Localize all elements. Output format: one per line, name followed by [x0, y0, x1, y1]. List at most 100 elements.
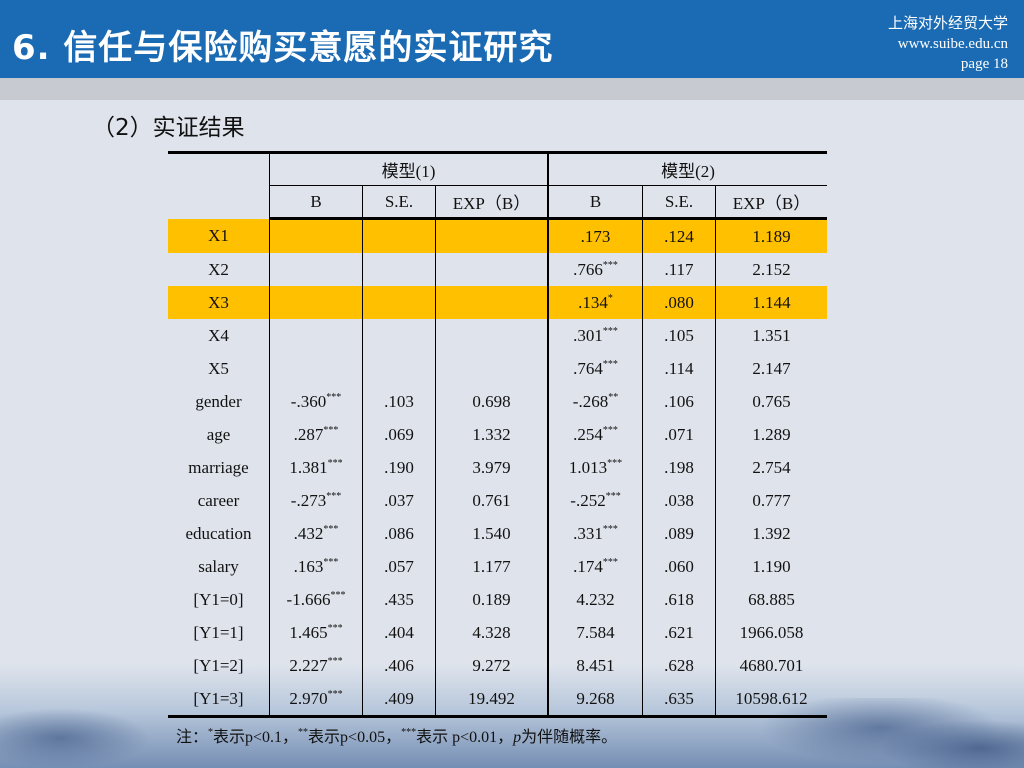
table-cell: .432*** [269, 517, 363, 550]
row-label: [Y1=0] [193, 589, 244, 609]
table-footnote: 注：*表示p<0.1，**表示p<0.05，***表示 p<0.01，p为伴随概… [176, 723, 617, 747]
significance-marker: *** [602, 424, 618, 436]
cell-value: 0.765 [752, 391, 791, 411]
table-cell: 1.013*** [547, 451, 643, 484]
table-cell: 1.144 [715, 286, 827, 319]
row-label: X3 [168, 286, 270, 319]
table-cell: .124 [642, 218, 716, 253]
cell-value: 9.272 [472, 655, 511, 675]
table-cell: .435 [362, 583, 436, 616]
table-cell: 1.392 [715, 517, 827, 550]
table-cell: .174*** [547, 550, 643, 583]
cell-value: .404 [384, 622, 414, 642]
cell-value: 2.152 [752, 259, 791, 279]
table-row: [Y1=2] 2.227*** .406 9.272 8.451 .628 4680.701 [168, 649, 827, 682]
table-cell: .254*** [547, 418, 643, 451]
cell-value: .254 [573, 424, 603, 444]
table-cell: .764*** [547, 352, 643, 385]
table-cell: 2.970*** [269, 682, 363, 718]
table-body: X1.173.124 1.189 X2.766*** .117 2.152 X3.134*… [168, 218, 827, 718]
footnote-text-1: 表示p<0.1， [213, 729, 299, 746]
table-cell: .134* [547, 286, 643, 319]
cell-value: .037 [384, 490, 414, 510]
significance-marker: ** [608, 391, 619, 403]
table-cell: .198 [642, 451, 716, 484]
footnote-p-symbol: p [513, 729, 522, 746]
cell-value: .163 [293, 556, 324, 576]
section-subtitle: （2）实证结果 [92, 115, 245, 141]
cell-value: 1.351 [752, 325, 791, 345]
table-cell: -1.666*** [269, 583, 363, 616]
table-cell: .089 [642, 517, 716, 550]
table-cell: 1.189 [715, 218, 827, 253]
table-cell: 1.332 [435, 418, 548, 451]
table-cell [362, 218, 436, 253]
table-cell: .071 [642, 418, 716, 451]
cell-value: 7.584 [576, 622, 615, 642]
table-cell: .060 [642, 550, 716, 583]
table-cell: .331*** [547, 517, 643, 550]
table-cell: .117 [642, 253, 716, 286]
table-cell: 0.698 [435, 385, 548, 418]
table-cell: -.268** [547, 385, 643, 418]
column-header: S.E. [362, 185, 436, 220]
significance-marker: *** [327, 655, 343, 667]
table-row: marriage 1.381*** .190 3.979 1.013*** .198 2.7… [168, 451, 827, 484]
row-label: [Y1=3] [168, 682, 270, 718]
column-header: S.E. [642, 185, 716, 220]
cell-value: 1.289 [752, 424, 791, 444]
cell-value: 1.392 [752, 523, 791, 543]
table-cell: .618 [642, 583, 716, 616]
cell-value: .635 [664, 688, 694, 708]
table-cell: 0.761 [435, 484, 548, 517]
cell-value: .174 [573, 556, 603, 576]
table-cell [269, 253, 363, 286]
table-cell: 1.190 [715, 550, 827, 583]
cell-value: 0.777 [752, 490, 791, 510]
significance-marker: *** [602, 325, 618, 337]
cell-value: .057 [384, 556, 414, 576]
significance-marker: *** [602, 523, 618, 535]
table-cell [269, 286, 363, 319]
cell-value: .628 [664, 655, 694, 675]
table-cell: .406 [362, 649, 436, 682]
slide-header: 6. 信任与保险购买意愿的实证研究 上海对外经贸大学 www.suibe.edu… [0, 0, 1024, 78]
significance-marker: *** [327, 688, 343, 700]
table-cell [435, 352, 548, 385]
cell-value: .621 [664, 622, 694, 642]
table-cell [269, 352, 363, 385]
table-cell: 0.189 [435, 583, 548, 616]
table-cell: 9.268 [547, 682, 643, 718]
cell-value: .173 [580, 226, 611, 246]
table-cell: .086 [362, 517, 436, 550]
header-divider-band [0, 78, 1024, 100]
cell-value: 4.232 [576, 589, 615, 609]
cell-value: -.360 [290, 391, 327, 411]
significance-marker: *** [326, 490, 342, 502]
significance-marker: *** [602, 556, 618, 568]
column-header: B [269, 185, 363, 220]
cell-value: -.252 [570, 490, 606, 510]
row-label: [Y1=2] [193, 655, 244, 675]
significance-marker: *** [602, 358, 618, 370]
cell-value: 3.979 [472, 457, 511, 477]
table-cell: 1966.058 [715, 616, 827, 649]
table-cell [435, 253, 548, 286]
row-label: salary [198, 556, 239, 576]
table-row: X3 .134* .080 1.144 [168, 286, 827, 319]
significance-marker: *** [327, 622, 343, 634]
cell-value: 1.144 [752, 292, 791, 312]
table-cell: .190 [362, 451, 436, 484]
table-cell: .409 [362, 682, 436, 718]
cell-value: 0.761 [472, 490, 511, 510]
regression-results-table: 模型(1) 模型(2) B S.E. EXP（B） B S.E. EXP（B） … [168, 151, 827, 718]
row-label: career [197, 490, 240, 510]
cell-value: .618 [664, 589, 694, 609]
table-cell: .080 [642, 286, 716, 319]
footnote-text-3: 表示 p<0.01， [416, 729, 514, 746]
cell-value: 1.465 [289, 622, 328, 642]
table-cell [435, 286, 548, 319]
table-cell [362, 319, 436, 352]
cell-value: .435 [384, 589, 414, 609]
table-cell: -.252*** [547, 484, 643, 517]
